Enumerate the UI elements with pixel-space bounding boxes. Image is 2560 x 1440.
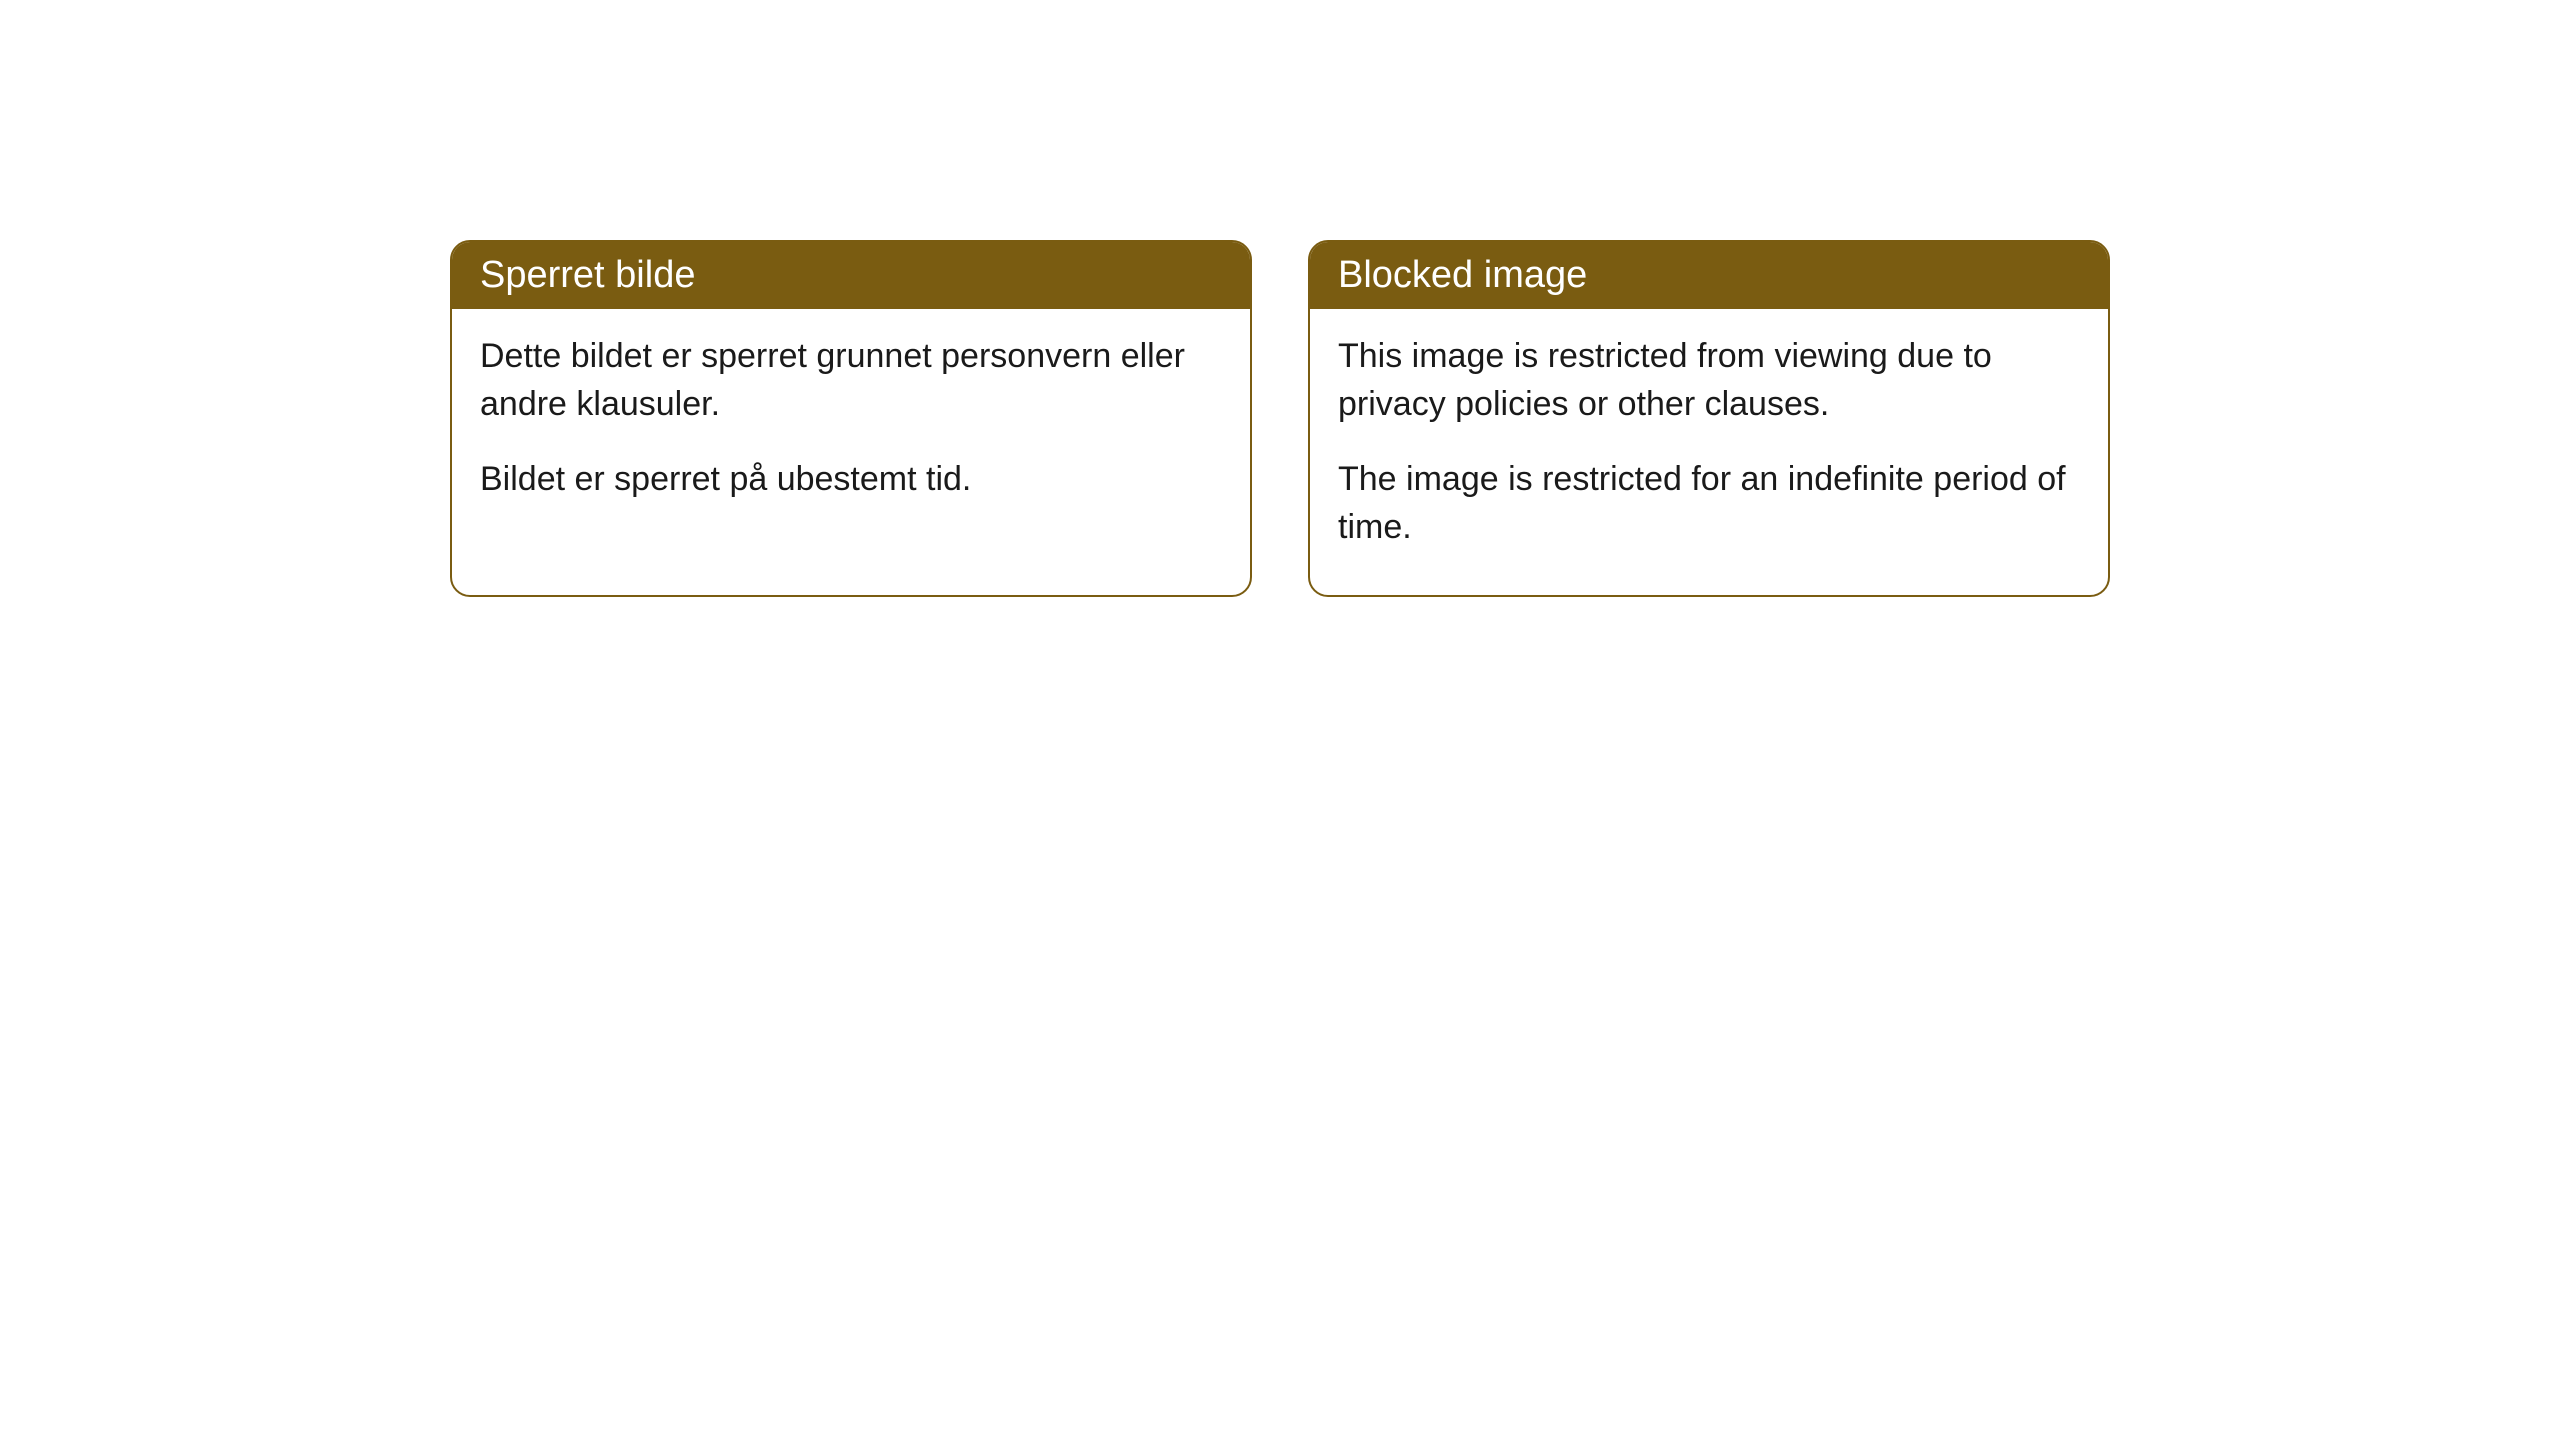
card-header-norwegian: Sperret bilde	[452, 242, 1250, 309]
blocked-image-card-norwegian: Sperret bilde Dette bildet er sperret gr…	[450, 240, 1252, 597]
card-paragraph2-norwegian: Bildet er sperret på ubestemt tid.	[480, 456, 1222, 504]
card-paragraph1-english: This image is restricted from viewing du…	[1338, 333, 2080, 428]
card-header-english: Blocked image	[1310, 242, 2108, 309]
card-body-norwegian: Dette bildet er sperret grunnet personve…	[452, 309, 1250, 548]
card-paragraph2-english: The image is restricted for an indefinit…	[1338, 456, 2080, 551]
card-paragraph1-norwegian: Dette bildet er sperret grunnet personve…	[480, 333, 1222, 428]
card-title-norwegian: Sperret bilde	[480, 254, 695, 296]
card-body-english: This image is restricted from viewing du…	[1310, 309, 2108, 595]
blocked-image-card-english: Blocked image This image is restricted f…	[1308, 240, 2110, 597]
cards-container: Sperret bilde Dette bildet er sperret gr…	[0, 0, 2560, 597]
card-title-english: Blocked image	[1338, 254, 1587, 296]
